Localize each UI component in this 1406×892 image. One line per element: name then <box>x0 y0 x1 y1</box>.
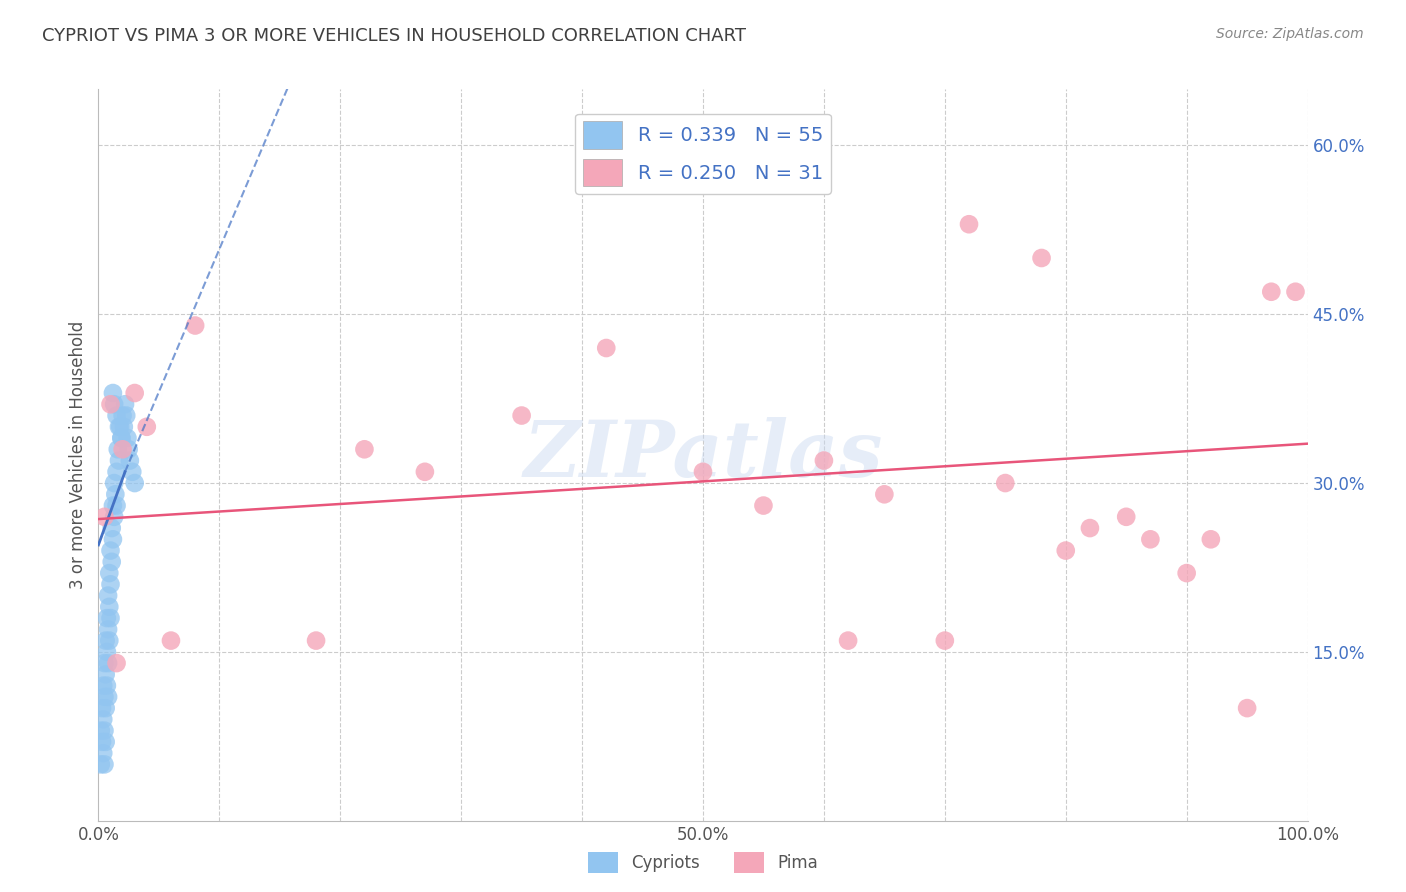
Y-axis label: 3 or more Vehicles in Household: 3 or more Vehicles in Household <box>69 321 87 589</box>
Point <box>837 633 859 648</box>
Point <box>100 543 122 558</box>
Point <box>108 453 131 467</box>
Point <box>510 409 533 423</box>
Point <box>107 442 129 457</box>
Point <box>595 341 617 355</box>
Point <box>873 487 896 501</box>
Point <box>101 499 124 513</box>
Point <box>184 318 207 333</box>
Text: ZIPatlas: ZIPatlas <box>523 417 883 493</box>
Point <box>118 442 141 457</box>
Point <box>91 735 114 749</box>
Point <box>692 465 714 479</box>
Point <box>112 419 135 434</box>
Point <box>1054 543 1077 558</box>
Point <box>97 656 120 670</box>
Legend: Cypriots, Pima: Cypriots, Pima <box>582 846 824 880</box>
Point <box>93 656 115 670</box>
Text: Source: ZipAtlas.com: Source: ZipAtlas.com <box>1216 27 1364 41</box>
Point <box>305 633 328 648</box>
Point <box>1284 285 1306 299</box>
Point <box>413 465 436 479</box>
Point <box>1175 566 1198 580</box>
Point <box>97 589 120 603</box>
Point <box>121 465 143 479</box>
Point <box>1199 533 1222 547</box>
Point <box>105 499 128 513</box>
Point <box>100 397 122 411</box>
Point <box>111 442 134 457</box>
Point <box>105 465 128 479</box>
Text: CYPRIOT VS PIMA 3 OR MORE VEHICLES IN HOUSEHOLD CORRELATION CHART: CYPRIOT VS PIMA 3 OR MORE VEHICLES IN HO… <box>42 27 747 45</box>
Point <box>94 701 117 715</box>
Point <box>93 757 115 772</box>
Point <box>91 746 114 760</box>
Point <box>752 499 775 513</box>
Point <box>110 431 132 445</box>
Point <box>96 611 118 625</box>
Point <box>114 397 136 411</box>
Point <box>96 679 118 693</box>
Point <box>124 386 146 401</box>
Point <box>101 386 124 401</box>
Point <box>97 623 120 637</box>
Legend: R = 0.339   N = 55, R = 0.250   N = 31: R = 0.339 N = 55, R = 0.250 N = 31 <box>575 113 831 194</box>
Point <box>103 509 125 524</box>
Point <box>135 419 157 434</box>
Point <box>1139 533 1161 547</box>
Point <box>94 735 117 749</box>
Point <box>100 521 122 535</box>
Point <box>90 757 112 772</box>
Point <box>110 431 132 445</box>
Point <box>91 701 114 715</box>
Point <box>98 633 121 648</box>
Point <box>813 453 835 467</box>
Point <box>100 611 122 625</box>
Point <box>103 476 125 491</box>
Point <box>100 577 122 591</box>
Point <box>934 633 956 648</box>
Point <box>93 690 115 704</box>
Point <box>103 397 125 411</box>
Point <box>118 453 141 467</box>
Point <box>90 723 112 738</box>
Point <box>93 509 115 524</box>
Point <box>91 712 114 726</box>
Point <box>108 419 131 434</box>
Point <box>111 409 134 423</box>
Point <box>117 431 139 445</box>
Point <box>100 555 122 569</box>
Point <box>101 533 124 547</box>
Point <box>93 723 115 738</box>
Point <box>104 487 127 501</box>
Point <box>1031 251 1053 265</box>
Point <box>94 667 117 681</box>
Point <box>91 679 114 693</box>
Point <box>353 442 375 457</box>
Point <box>160 633 183 648</box>
Point <box>97 690 120 704</box>
Point <box>96 645 118 659</box>
Point <box>105 656 128 670</box>
Point <box>1115 509 1137 524</box>
Point <box>1078 521 1101 535</box>
Point <box>98 599 121 614</box>
Point <box>994 476 1017 491</box>
Point <box>94 633 117 648</box>
Point <box>115 409 138 423</box>
Point <box>1236 701 1258 715</box>
Point <box>105 409 128 423</box>
Point <box>957 217 980 231</box>
Point <box>1260 285 1282 299</box>
Point <box>124 476 146 491</box>
Point <box>108 419 131 434</box>
Point <box>98 566 121 580</box>
